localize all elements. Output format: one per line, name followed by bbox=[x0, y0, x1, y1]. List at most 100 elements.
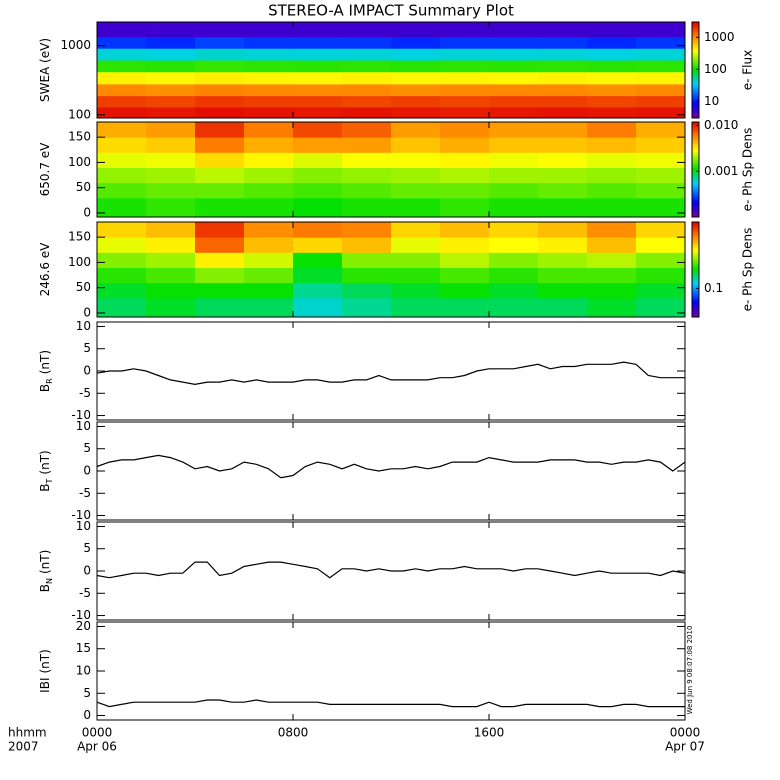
colorbar-swatch bbox=[692, 272, 699, 275]
spectrogram-cell bbox=[538, 122, 588, 138]
colorbar-swatch bbox=[692, 87, 699, 90]
colorbar-swatch bbox=[692, 131, 699, 134]
spectrogram-cell bbox=[342, 252, 392, 268]
spectrogram-cell bbox=[342, 106, 392, 119]
y-tick-label: 5 bbox=[83, 441, 91, 455]
y-tick-label: 100 bbox=[68, 255, 91, 269]
spectrogram-cell bbox=[587, 137, 637, 153]
spectrogram-cell bbox=[293, 222, 343, 238]
colorbar-tick-label: 10 bbox=[704, 94, 719, 108]
spectrogram-cell bbox=[342, 122, 392, 138]
y-tick-label: 10 bbox=[76, 419, 91, 433]
spectrogram-cell bbox=[244, 48, 294, 61]
spectrogram-cell bbox=[244, 137, 294, 153]
spectrogram-cell bbox=[440, 83, 490, 97]
spectrogram-cell bbox=[587, 237, 637, 253]
colorbar-swatch bbox=[692, 223, 699, 226]
spectrogram-cell bbox=[146, 83, 196, 97]
colorbar-swatch bbox=[692, 105, 699, 108]
colorbar-swatch bbox=[692, 79, 699, 82]
panel-frame bbox=[96, 21, 686, 119]
spectrogram-cell bbox=[489, 95, 539, 108]
colorbar-swatch bbox=[692, 47, 699, 50]
spectrogram-cell bbox=[293, 152, 343, 168]
colorbar-swatch bbox=[692, 49, 699, 52]
colorbar-swatch bbox=[692, 30, 699, 33]
colorbar-swatch bbox=[692, 111, 699, 114]
spectrogram-cell bbox=[636, 182, 686, 199]
spectrogram-cell bbox=[636, 267, 686, 284]
y-tick-label: 50 bbox=[76, 180, 91, 194]
colorbar-swatch bbox=[692, 97, 699, 100]
spectrogram-cell bbox=[342, 36, 392, 49]
colorbar-swatch bbox=[692, 65, 699, 68]
colorbar-swatch bbox=[692, 114, 699, 117]
spectrogram-cell bbox=[244, 106, 294, 119]
spectrogram-cell bbox=[244, 267, 294, 284]
spectrogram-cell bbox=[391, 137, 441, 153]
spectrogram-cell bbox=[489, 222, 539, 238]
spectrogram-cell bbox=[440, 106, 490, 119]
colorbar-swatch bbox=[692, 304, 699, 307]
colorbar-swatch bbox=[692, 41, 699, 44]
spectrogram-cell bbox=[195, 222, 245, 238]
spectrogram-cell bbox=[636, 222, 686, 238]
spectrogram-cell bbox=[587, 252, 637, 268]
spectrogram-cell bbox=[489, 252, 539, 268]
colorbar-swatch bbox=[692, 258, 699, 261]
spectrogram-cell bbox=[636, 48, 686, 61]
spectrogram-cell bbox=[146, 22, 196, 38]
colorbar-swatch bbox=[692, 70, 699, 73]
spectrogram-cell bbox=[489, 167, 539, 184]
colorbar-swatch bbox=[692, 155, 699, 158]
data-line bbox=[96, 454, 686, 479]
year-label: 2007 bbox=[8, 740, 39, 754]
colorbar-frame bbox=[691, 121, 700, 218]
y-tick-label: 10 bbox=[76, 519, 91, 533]
y-axis-label: BR (nT) bbox=[38, 350, 54, 392]
spectrogram-cell bbox=[342, 152, 392, 168]
colorbar-tick-label: 0.1 bbox=[704, 281, 723, 295]
panel-frame bbox=[96, 121, 686, 218]
spectrogram-cell bbox=[195, 71, 245, 85]
colorbar-frame bbox=[691, 221, 700, 318]
colorbar-swatch bbox=[692, 226, 699, 229]
spectrogram-cell bbox=[293, 282, 343, 299]
colorbar-swatch bbox=[692, 202, 699, 205]
spectrogram-cell bbox=[587, 167, 637, 184]
y-tick-label: 0 bbox=[83, 464, 91, 478]
spectrogram-cell bbox=[195, 297, 245, 318]
colorbar-swatch bbox=[692, 245, 699, 248]
spectrogram-cell bbox=[342, 197, 392, 218]
spectrogram-cell bbox=[195, 106, 245, 119]
colorbar-swatch bbox=[692, 201, 699, 204]
colorbar-swatch bbox=[692, 156, 699, 159]
spectrogram-cell bbox=[587, 106, 637, 119]
colorbar-swatch bbox=[692, 98, 699, 101]
colorbar-swatch bbox=[692, 167, 699, 170]
spectrogram-cell bbox=[195, 95, 245, 108]
y-tick-label: 150 bbox=[68, 230, 91, 244]
spectrogram-cell bbox=[244, 22, 294, 38]
spectrogram-cell bbox=[636, 152, 686, 168]
colorbar-swatch bbox=[692, 57, 699, 60]
colorbar-swatch bbox=[692, 110, 699, 113]
y-axis-label: 650.7 eV bbox=[38, 142, 52, 197]
colorbar-swatch bbox=[692, 134, 699, 137]
spectrogram-cell bbox=[391, 22, 441, 38]
spectrogram-cell bbox=[97, 83, 147, 97]
colorbar-swatch bbox=[692, 261, 699, 264]
date-label: Apr 06 bbox=[77, 740, 117, 754]
spectrogram-cell bbox=[440, 237, 490, 253]
spectrogram-cell bbox=[97, 252, 147, 268]
colorbar-swatch bbox=[692, 244, 699, 247]
colorbar-swatch bbox=[692, 44, 699, 47]
y-tick-label: 15 bbox=[76, 641, 91, 655]
colorbar-swatch bbox=[692, 103, 699, 106]
spectrogram-cell bbox=[97, 36, 147, 49]
colorbar-swatch bbox=[692, 274, 699, 277]
colorbar-swatch bbox=[692, 174, 699, 177]
colorbar-swatch bbox=[692, 305, 699, 308]
y-tick-label: 1000 bbox=[60, 38, 91, 52]
y-axis-label: IBI (nT) bbox=[38, 649, 52, 693]
